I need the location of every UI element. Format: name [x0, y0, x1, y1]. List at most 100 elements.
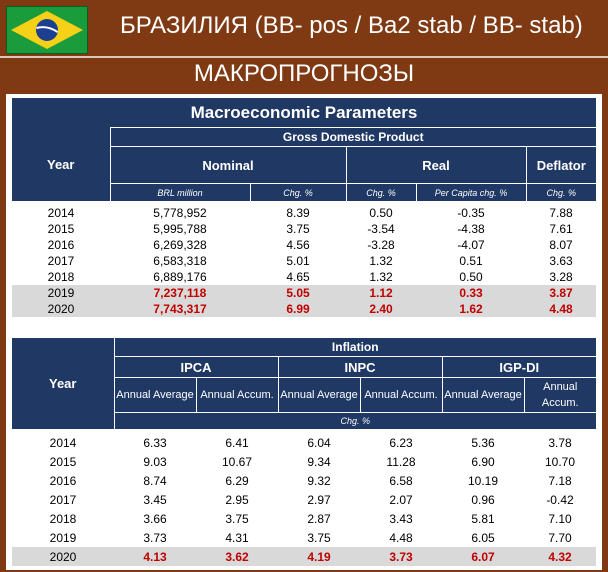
- value-cell: 8.39: [286, 206, 310, 220]
- year-cell: 2020: [12, 547, 114, 566]
- annual-accum-header: Annual Accum.: [195, 377, 278, 413]
- table-row: 2018 3.66 3.75 2.87 3.43 5.81 7.10: [12, 509, 596, 528]
- table-row: 2016 6,269,328 4.56 -3.28 -4.07 8.07: [12, 237, 596, 253]
- year-cell: 2017: [47, 254, 75, 268]
- year-cell: 2015: [49, 454, 77, 469]
- value-cell: -4.38: [457, 222, 485, 236]
- inflation-table: Year Inflation IPCA INPC IGP-DI Annual A…: [12, 338, 596, 566]
- value-cell: 2.97: [307, 492, 331, 507]
- year-cell: 2019: [49, 530, 77, 545]
- value-cell: 1.32: [369, 254, 393, 268]
- value-cell: 4.65: [286, 270, 310, 284]
- value-cell: 1.62: [416, 301, 526, 317]
- title-banner: БРАЗИЛИЯ (BB- pos / Ba2 stab / BB- stab): [0, 0, 608, 56]
- value-cell: 7.88: [549, 206, 573, 220]
- value-cell: 5.01: [286, 254, 310, 268]
- value-cell: 6,269,328: [153, 238, 207, 252]
- unit-label: Per Capita chg. %: [415, 183, 526, 201]
- year-header: Year: [47, 156, 75, 172]
- value-cell: 3.63: [549, 254, 573, 268]
- value-cell: 6,583,318: [153, 254, 207, 268]
- value-cell: 10.70: [544, 454, 576, 469]
- value-cell: 9.03: [143, 454, 167, 469]
- table-row: 2017 3.45 2.95 2.97 2.07 0.96 -0.42: [12, 490, 596, 509]
- year-cell: 2017: [49, 492, 77, 507]
- table-row: 2019 7,237,118 5.05 1.12 0.33 3.87: [12, 285, 596, 301]
- value-cell: 0.33: [416, 285, 526, 301]
- value-cell: 9.32: [307, 473, 331, 488]
- value-cell: 10.19: [467, 473, 499, 488]
- unit-label: Chg. %: [525, 183, 596, 201]
- igp-di-header: IGP-DI: [441, 356, 596, 378]
- value-cell: 5.05: [250, 285, 346, 301]
- value-cell: 6.58: [389, 473, 413, 488]
- table-row: 2015 5,995,788 3.75 -3.54 -4.38 7.61: [12, 221, 596, 237]
- value-cell: 5.81: [471, 511, 495, 526]
- annual-accum-header: Annual Accum.: [523, 377, 596, 413]
- table-row: 2014 5,778,952 8.39 0.50 -0.35 7.88: [12, 205, 596, 221]
- value-cell: 0.96: [471, 492, 495, 507]
- annual-accum-header: Annual Accum.: [359, 377, 442, 413]
- value-cell: 7.10: [548, 511, 572, 526]
- value-cell: 4.31: [225, 530, 249, 545]
- value-cell: 3.66: [143, 511, 167, 526]
- value-cell: 5,778,952: [153, 206, 207, 220]
- value-cell: 5,995,788: [153, 222, 207, 236]
- value-cell: 6.23: [389, 435, 413, 450]
- real-header: Real: [345, 146, 526, 184]
- value-cell: 6.90: [471, 454, 495, 469]
- year-cell: 2018: [49, 511, 77, 526]
- value-cell: 6.07: [442, 547, 524, 566]
- table-row: 2017 6,583,318 5.01 1.32 0.51 3.63: [12, 253, 596, 269]
- value-cell: 3.73: [143, 530, 167, 545]
- table-row: 2019 3.73 4.31 3.75 4.48 6.05 7.70: [12, 528, 596, 547]
- value-cell: 6.04: [307, 435, 331, 450]
- nominal-header: Nominal: [109, 146, 346, 184]
- inpc-header: INPC: [277, 356, 442, 378]
- value-cell: 7.18: [548, 473, 572, 488]
- value-cell: 0.50: [369, 206, 393, 220]
- gdp-table: Macroeconomic Parameters Year Gross Dome…: [12, 98, 596, 317]
- year-cell: 2019: [12, 285, 110, 301]
- table-row: 2015 9.03 10.67 9.34 11.28 6.90 10.70: [12, 452, 596, 471]
- value-cell: 2.40: [346, 301, 416, 317]
- value-cell: 6.41: [225, 435, 249, 450]
- value-cell: 4.48: [389, 530, 413, 545]
- value-cell: 10.67: [221, 454, 253, 469]
- value-cell: -0.42: [546, 492, 574, 507]
- unit-label: Chg. %: [113, 412, 596, 429]
- value-cell: 6.05: [471, 530, 495, 545]
- year-cell: 2018: [47, 270, 75, 284]
- value-cell: 3.78: [548, 435, 572, 450]
- annual-average-header: Annual Average: [277, 377, 360, 413]
- value-cell: 4.48: [526, 301, 596, 317]
- value-cell: 3.75: [307, 530, 331, 545]
- page-title: БРАЗИЛИЯ (BB- pos / Ba2 stab / BB- stab): [120, 12, 583, 39]
- unit-label: BRL million: [109, 183, 250, 201]
- value-cell: 3.75: [225, 511, 249, 526]
- value-cell: 7,237,118: [110, 285, 250, 301]
- value-cell: 1.12: [346, 285, 416, 301]
- value-cell: -0.35: [457, 206, 485, 220]
- value-cell: 3.73: [360, 547, 442, 566]
- unit-label: Chg. %: [345, 183, 416, 201]
- value-cell: 5.36: [471, 435, 495, 450]
- table-row: 2014 6.33 6.41 6.04 6.23 5.36 3.78: [12, 433, 596, 452]
- value-cell: 4.56: [286, 238, 310, 252]
- inflation-title: Inflation: [113, 338, 596, 357]
- value-cell: 6.33: [143, 435, 167, 450]
- table-row: 2016 8.74 6.29 9.32 6.58 10.19 7.18: [12, 471, 596, 490]
- annual-average-header: Annual Average: [441, 377, 524, 413]
- table-row: 2018 6,889,176 4.65 1.32 0.50 3.28: [12, 269, 596, 285]
- value-cell: 4.19: [278, 547, 360, 566]
- value-cell: 7,743,317: [110, 301, 250, 317]
- value-cell: 7.70: [548, 530, 572, 545]
- value-cell: 2.07: [389, 492, 413, 507]
- deflator-header: Deflator: [525, 146, 596, 184]
- value-cell: 2.87: [307, 511, 331, 526]
- gdp-group-header: Gross Domestic Product: [109, 127, 596, 147]
- table-row: 2020 4.13 3.62 4.19 3.73 6.07 4.32: [12, 547, 596, 566]
- value-cell: 4.32: [524, 547, 596, 566]
- value-cell: 1.32: [369, 270, 393, 284]
- year-cell: 2014: [49, 435, 77, 450]
